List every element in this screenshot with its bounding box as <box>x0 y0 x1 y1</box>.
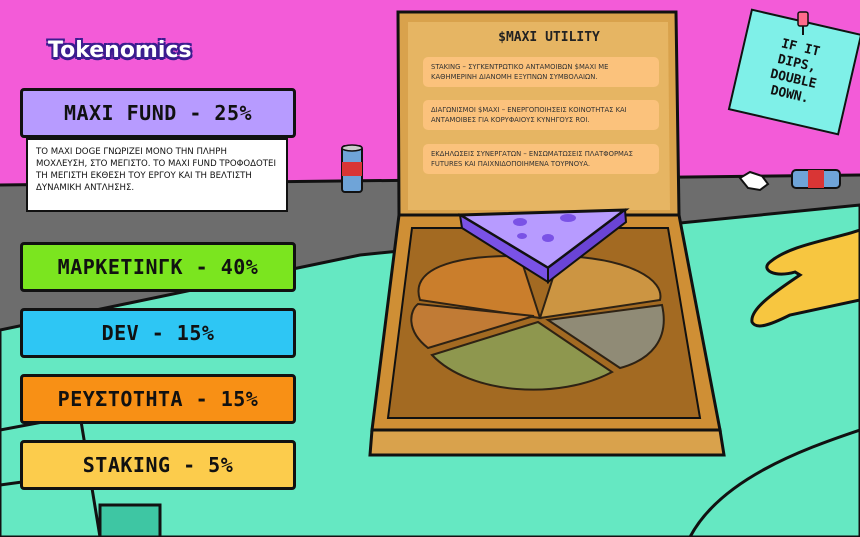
utility-item: ΕΚΔΗΛΩΣΕΙΣ ΣΥΝΕΡΓΑΤΩΝ – ΕΝΣΩΜΑΤΩΣΕΙΣ ΠΛΑ… <box>423 144 659 174</box>
utility-item: STAKING – ΣΥΓΚΕΝΤΡΩΤΙΚΟ ΑΝΤΑΜΟΙΒΩΝ $MAXI… <box>423 57 659 87</box>
energy-can-icon <box>341 144 363 193</box>
pin-icon <box>797 11 809 35</box>
allocation-liquidity: ΡΕΥΣΤΟΤΗΤΑ - 15% <box>20 374 296 424</box>
sticky-note-text: IF IT DIPS, DOUBLE DOWN. <box>768 36 822 107</box>
maxi-fund-description: ΤΟ MAXI DOGE ΓΝΩΡΙΖΕΙ ΜΟΝΟ ΤΗΝ ΠΛΗΡΗ ΜΟΧ… <box>26 138 288 212</box>
allocation-label: DEV - 15% <box>101 321 215 345</box>
allocation-label: MAXI FUND - 25% <box>63 101 253 125</box>
allocation-label: STAKING - 5% <box>82 453 234 477</box>
allocation-marketing: ΜΑΡΚΕΤΙΝΓΚ - 40% <box>20 242 296 292</box>
hand-icon <box>750 228 860 328</box>
lying-can-icon <box>791 169 841 189</box>
maxi-fund-slice <box>454 208 630 285</box>
paper-ball-icon <box>738 170 770 192</box>
utility-item: ΔΙΑΓΩΝΙΣΜΟΙ $MAXI – ΕΝΕΡΓΟΠΟΙΗΣΕΙΣ ΚΟΙΝΟ… <box>423 100 659 130</box>
brand-logo: Tokenomics <box>48 38 192 63</box>
allocation-label: ΜΑΡΚΕΤΙΝΓΚ - 40% <box>57 255 259 279</box>
allocation-maxi-fund: MAXI FUND - 25% <box>20 88 296 138</box>
allocation-label: ΡΕΥΣΤΟΤΗΤΑ - 15% <box>57 387 259 411</box>
allocation-staking: STAKING - 5% <box>20 440 296 490</box>
allocation-dev: DEV - 15% <box>20 308 296 358</box>
utility-title: $MAXI UTILITY <box>498 30 600 45</box>
